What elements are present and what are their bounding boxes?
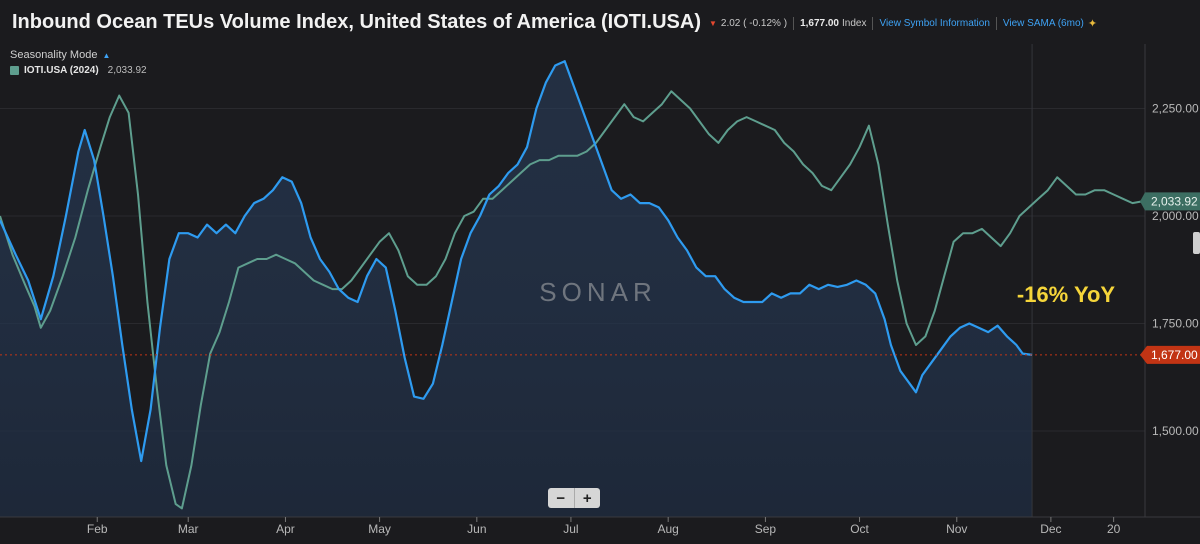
legend-series-value: 2,033.92 (107, 65, 147, 76)
series-end-tag (1140, 192, 1200, 211)
current-series-area (0, 61, 1033, 517)
x-tick-label: Mar (178, 522, 199, 536)
x-tick-label: Nov (946, 522, 967, 536)
sonar-watermark: SONAR (539, 277, 656, 307)
x-tick-label: Feb (87, 522, 108, 536)
seasonality-label: Seasonality Mode (10, 49, 98, 61)
chevron-up-icon: ▲ (102, 50, 111, 60)
x-tick-label: Aug (657, 522, 678, 536)
y-tick-label: 1,500.00 (1152, 424, 1199, 438)
zoom-in-button[interactable]: + (582, 489, 592, 507)
x-tick-label: May (368, 522, 391, 536)
x-tick-label: Dec (1040, 522, 1061, 536)
last-price-value: 1,677.00 (1151, 348, 1198, 362)
axis-scroll-handle[interactable] (1193, 232, 1200, 254)
x-tick-label: Jun (467, 522, 486, 536)
seasonality-mode-toggle[interactable]: Seasonality Mode ▲ (10, 49, 110, 61)
x-tick-label: Sep (755, 522, 777, 536)
series-line-2024[interactable] (0, 90, 1143, 510)
yoy-annotation: -16% YoY (1017, 282, 1116, 307)
price-change: ▼ 2.02 ( -0.12% ) (709, 18, 787, 29)
y-tick-label: 1,750.00 (1152, 317, 1199, 331)
last-price-tag (1140, 345, 1200, 364)
value-unit: Index (842, 17, 867, 29)
y-tick-label: 2,000.00 (1152, 209, 1199, 223)
chart-title: Inbound Ocean TEUs Volume Index, United … (12, 10, 701, 33)
chart-header: Inbound Ocean TEUs Volume Index, United … (0, 0, 1200, 44)
zoom-controls: − + (548, 488, 600, 508)
y-tick-label: 2,250.00 (1152, 102, 1199, 116)
last-value: 1,677.00 (800, 17, 839, 29)
series-line-current[interactable] (0, 60, 1033, 463)
x-tick-label: Oct (850, 522, 869, 536)
chart-legend[interactable]: IOTI.USA (2024) 2,033.92 (10, 65, 147, 76)
view-symbol-info-link[interactable]: View Symbol Information (879, 17, 990, 29)
series-end-value: 2,033.92 (1151, 194, 1198, 208)
view-sama-link[interactable]: View SAMA (6mo) (1002, 17, 1084, 29)
x-tick-label: 20 (1107, 522, 1121, 536)
divider (872, 16, 874, 30)
x-tick-label: Jul (563, 522, 578, 536)
down-arrow-icon: ▼ (708, 18, 717, 28)
legend-swatch (10, 66, 19, 75)
symbol-info-bar: ▼ 2.02 ( -0.12% ) 1,677.00 Index View Sy… (709, 16, 1098, 30)
divider (995, 16, 997, 30)
x-tick-label: Apr (276, 522, 295, 536)
sparkle-icon[interactable]: ✦ (1087, 17, 1098, 30)
legend-series-name: IOTI.USA (2024) (24, 65, 99, 76)
zoom-out-button[interactable]: − (548, 488, 575, 508)
divider (793, 16, 795, 30)
price-change-text: 2.02 ( -0.12% ) (720, 17, 788, 29)
